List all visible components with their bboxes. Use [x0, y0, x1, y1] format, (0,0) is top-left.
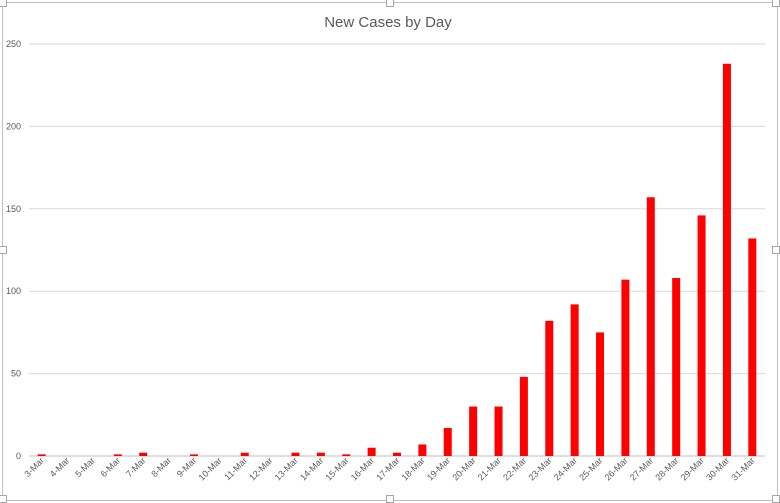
- x-tick-label: 13-Mar: [273, 455, 300, 482]
- x-tick-label: 15-Mar: [323, 455, 350, 482]
- x-tick-label: 23-Mar: [526, 455, 553, 482]
- bar: [139, 452, 148, 456]
- bar: [393, 452, 401, 456]
- x-tick-label: 21-Mar: [476, 455, 503, 482]
- x-tick-label: 28-Mar: [653, 455, 680, 482]
- x-tick-label: 7-Mar: [124, 455, 148, 479]
- x-tick-label: 10-Mar: [197, 455, 224, 482]
- x-tick-label: 14-Mar: [298, 455, 325, 482]
- x-tick-label: 12-Mar: [247, 455, 274, 482]
- x-tick-label: 29-Mar: [679, 455, 706, 482]
- bar: [316, 452, 325, 456]
- y-tick-label: 0: [16, 451, 21, 461]
- x-tick-label: 17-Mar: [374, 455, 401, 482]
- y-tick-label: 200: [6, 121, 21, 131]
- bar: [672, 278, 681, 456]
- y-tick-label: 50: [11, 369, 21, 379]
- x-tick-label: 25-Mar: [577, 455, 604, 482]
- bar: [367, 447, 376, 456]
- bar: [596, 332, 605, 456]
- bar: [469, 406, 478, 456]
- x-tick-label: 24-Mar: [552, 455, 579, 482]
- x-tick-label: 30-Mar: [704, 455, 731, 482]
- bar: [519, 376, 528, 456]
- y-tick-label: 100: [6, 286, 21, 296]
- x-tick-label: 16-Mar: [349, 455, 376, 482]
- x-tick-label: 11-Mar: [222, 455, 249, 482]
- bar: [646, 197, 655, 456]
- x-tick-label: 27-Mar: [628, 455, 655, 482]
- bar: [722, 63, 731, 456]
- bar: [418, 444, 427, 456]
- bar: [37, 454, 46, 456]
- x-tick-label: 5-Mar: [73, 455, 97, 479]
- x-tick-label: 31-Mar: [729, 455, 756, 482]
- x-tick-label: 9-Mar: [175, 455, 199, 479]
- x-tick-label: 22-Mar: [501, 455, 528, 482]
- x-tick-label: 26-Mar: [603, 455, 630, 482]
- x-tick-label: 19-Mar: [425, 455, 452, 482]
- bar: [621, 279, 630, 456]
- y-axis: 0 50 100 150 200 250: [6, 39, 21, 461]
- x-axis: 3-Mar 4-Mar 5-Mar 6-Mar 7-Mar 8-Mar 9-Mar10-Ma…: [22, 455, 756, 482]
- resize-handle-top-center[interactable]: [386, 0, 394, 7]
- bar: [545, 320, 554, 456]
- bar: [342, 454, 351, 456]
- bar: [494, 406, 503, 456]
- chart-title: New Cases by Day: [324, 14, 452, 31]
- bar: [570, 304, 579, 456]
- bar: [189, 454, 198, 456]
- x-tick-label: 20-Mar: [450, 455, 477, 482]
- bar: [113, 454, 122, 456]
- y-tick-label: 150: [6, 204, 21, 214]
- x-tick-label: 3-Mar: [22, 455, 46, 479]
- bar: [748, 238, 757, 456]
- bar: [443, 427, 452, 456]
- bars: [37, 63, 757, 456]
- y-tick-label: 250: [6, 39, 21, 49]
- bar: [240, 452, 249, 456]
- x-tick-label: 4-Mar: [48, 455, 72, 479]
- x-tick-label: 6-Mar: [99, 455, 123, 479]
- resize-handle-middle-left[interactable]: [0, 246, 7, 254]
- resize-handle-top-left[interactable]: [0, 0, 7, 7]
- bar: [291, 452, 300, 456]
- x-tick-label: 18-Mar: [400, 455, 427, 482]
- x-tick-label: 8-Mar: [149, 455, 173, 479]
- bar: [697, 215, 706, 456]
